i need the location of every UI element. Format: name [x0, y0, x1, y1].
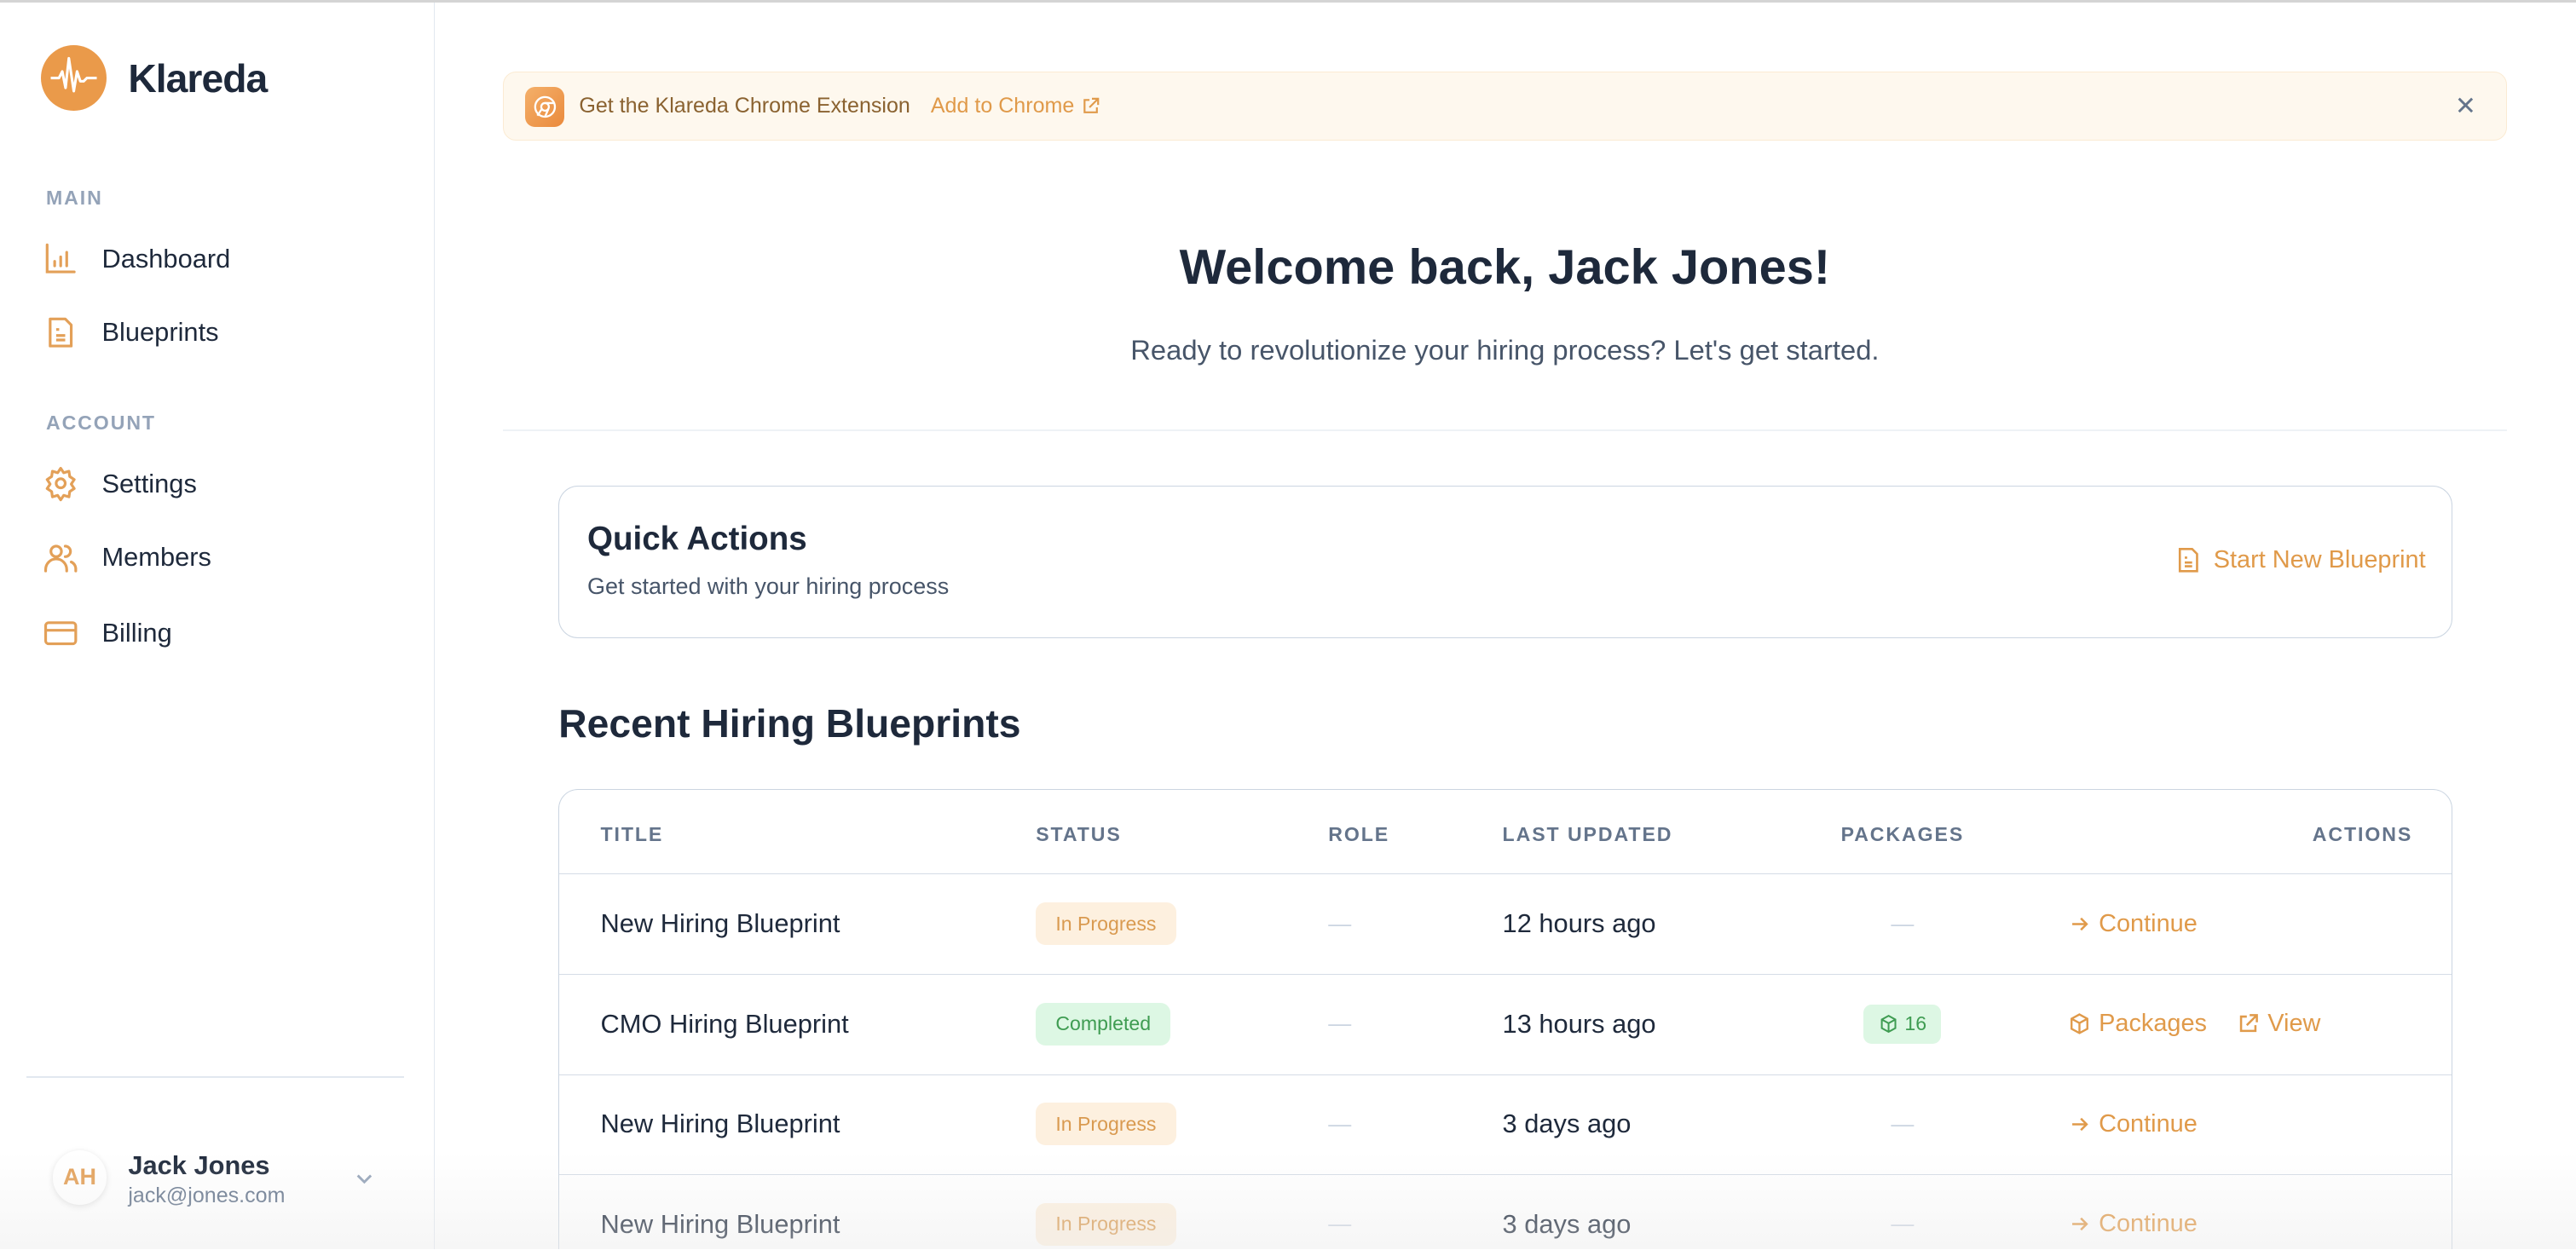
external-link-icon: [1083, 97, 1100, 113]
last-updated: 12 hours ago: [1502, 908, 1656, 939]
role-value: —: [1328, 1011, 1352, 1037]
sidebar-item-dashboard[interactable]: Dashboard: [43, 234, 230, 284]
role-value: —: [1328, 1110, 1352, 1137]
section-label-account: ACCOUNT: [45, 411, 156, 434]
close-icon[interactable]: [2452, 92, 2479, 118]
blueprint-title[interactable]: New Hiring Blueprint: [600, 908, 840, 939]
sidebar-item-label: Dashboard: [101, 243, 231, 274]
add-to-chrome-link[interactable]: Add to Chrome: [931, 94, 1100, 118]
action-label: Continue: [2099, 909, 2198, 937]
package-icon: [1880, 1015, 1897, 1034]
continue-action[interactable]: Continue: [2068, 910, 2198, 938]
last-updated: 3 days ago: [1502, 1109, 1632, 1139]
sidebar-item-blueprints[interactable]: Blueprints: [43, 308, 219, 357]
document-icon: [49, 317, 73, 348]
role-value: —: [1328, 1211, 1352, 1237]
arrow-right-icon: [2071, 917, 2088, 930]
packages-action[interactable]: Packages: [2068, 1010, 2207, 1038]
table-row[interactable]: CMO Hiring Blueprint Completed — 13 hours a…: [559, 974, 2452, 1075]
table-row[interactable]: New Hiring Blueprint In Progress — 3 days a…: [559, 1174, 2452, 1249]
role-value: —: [1328, 910, 1352, 936]
continue-action[interactable]: Continue: [2068, 1110, 2198, 1138]
sidebar-item-label: Settings: [101, 468, 197, 498]
packages-empty: —: [1891, 1211, 1915, 1237]
action-label: Continue: [2099, 1109, 2198, 1138]
start-new-blueprint-button[interactable]: Start New Blueprint: [2174, 545, 2426, 575]
column-header-actions: ACTIONS: [2312, 822, 2413, 845]
user-name: Jack Jones: [128, 1150, 270, 1181]
quick-actions-card: Quick Actions Get started with your hiri…: [558, 485, 2453, 638]
quick-actions-title: Quick Actions: [587, 521, 807, 558]
page-title: Welcome back, Jack Jones!: [1179, 239, 1831, 295]
packages-badge: 16: [1863, 1004, 1942, 1044]
brand-name: Klareda: [128, 55, 268, 101]
external-link-icon: [2239, 1014, 2258, 1033]
users-icon: [44, 544, 78, 573]
status-badge: In Progress: [1036, 1103, 1176, 1146]
sidebar-item-label: Members: [101, 542, 211, 573]
start-new-blueprint-label: Start New Blueprint: [2213, 545, 2426, 573]
klareda-logo-icon: [41, 45, 107, 112]
avatar[interactable]: AH: [52, 1150, 107, 1205]
credit-card-icon: [44, 621, 78, 646]
section-label-main: MAIN: [45, 186, 103, 209]
column-header-status: STATUS: [1036, 822, 1122, 845]
status-badge: In Progress: [1036, 1202, 1176, 1247]
chrome-extension-banner: Get the Klareda Chrome Extension Add to …: [502, 71, 2508, 141]
arrow-right-icon: [2071, 1218, 2088, 1231]
chevron-down-icon[interactable]: [351, 1166, 378, 1192]
sidebar-divider: [26, 1076, 405, 1079]
packages-empty: —: [1891, 1110, 1915, 1137]
blueprint-title[interactable]: CMO Hiring Blueprint: [600, 1008, 849, 1039]
table-row[interactable]: New Hiring Blueprint In Progress — 3 days a…: [559, 1074, 2452, 1176]
blueprint-title[interactable]: New Hiring Blueprint: [600, 1109, 840, 1139]
sidebar: Klareda MAIN Dashboard Blueprints ACCOUN…: [0, 3, 435, 1249]
action-label: View: [2267, 1010, 2321, 1038]
sidebar-item-label: Blueprints: [101, 317, 219, 348]
bar-chart-icon: [45, 244, 76, 274]
column-header-packages: PACKAGES: [1840, 822, 1965, 845]
blueprint-title[interactable]: New Hiring Blueprint: [600, 1208, 840, 1239]
quick-actions-subtitle: Get started with your hiring process: [587, 573, 950, 599]
package-icon: [2070, 1013, 2088, 1035]
last-updated: 13 hours ago: [1502, 1008, 1656, 1039]
last-updated: 3 days ago: [1502, 1208, 1632, 1239]
sidebar-item-label: Billing: [101, 618, 172, 648]
table-row[interactable]: New Hiring Blueprint In Progress — 12 hours…: [559, 873, 2452, 975]
add-to-chrome-label: Add to Chrome: [930, 93, 1075, 118]
action-label: Continue: [2099, 1210, 2198, 1238]
banner-text: Get the Klareda Chrome Extension: [579, 93, 910, 118]
sidebar-item-settings[interactable]: Settings: [43, 459, 197, 509]
column-header-title: TITLE: [600, 822, 664, 845]
action-label: Packages: [2099, 1010, 2208, 1038]
chrome-icon: [524, 87, 565, 127]
packages-empty: —: [1891, 910, 1915, 936]
view-action[interactable]: View: [2237, 1010, 2321, 1038]
packages-count: 16: [1904, 1012, 1927, 1035]
continue-action[interactable]: Continue: [2068, 1210, 2198, 1238]
column-header-last-updated: LAST UPDATED: [1502, 822, 1673, 845]
arrow-right-icon: [2071, 1117, 2088, 1132]
header-divider: [502, 429, 2508, 432]
page-subtitle: Ready to revolutionize your hiring proce…: [1130, 334, 1880, 366]
recent-blueprints-title: Recent Hiring Blueprints: [558, 701, 1021, 746]
sidebar-item-billing[interactable]: Billing: [43, 608, 172, 658]
sidebar-item-members[interactable]: Members: [43, 533, 211, 583]
user-email: jack@jones.com: [128, 1183, 286, 1207]
document-icon: [2179, 548, 2199, 573]
blueprints-table: TITLE STATUS ROLE LAST UPDATED PACKAGES …: [558, 789, 2453, 1249]
column-header-role: ROLE: [1328, 822, 1390, 845]
status-badge: In Progress: [1036, 902, 1176, 946]
gear-icon: [45, 467, 76, 502]
status-badge: Completed: [1036, 1002, 1171, 1046]
